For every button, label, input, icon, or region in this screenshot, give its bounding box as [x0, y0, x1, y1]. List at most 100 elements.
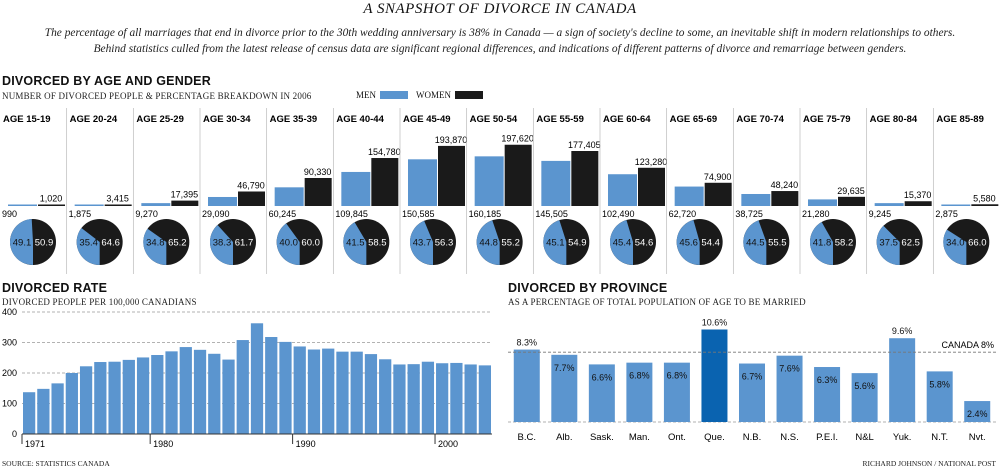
women-count-label: 90,330 — [304, 167, 332, 177]
women-count-label: 29,635 — [837, 186, 865, 196]
rate-bar — [293, 346, 306, 434]
province-value-label: 2.4% — [967, 409, 988, 419]
province-label: N.T. — [931, 432, 948, 443]
province-label: N.B. — [743, 432, 761, 443]
rate-x-tick-label: 2000 — [438, 439, 458, 449]
rate-bar — [151, 355, 164, 434]
pie-men-slice — [210, 224, 233, 265]
rate-bar — [65, 373, 78, 434]
men-count-label: 21,280 — [802, 209, 830, 219]
men-count-label: 990 — [2, 209, 17, 219]
men-bar — [808, 199, 837, 206]
women-count-label: 177,405 — [568, 140, 601, 150]
rate-bar — [464, 364, 477, 434]
age-group-label: AGE 60-64 — [603, 114, 651, 125]
pie-men-slice — [610, 219, 633, 265]
men-bar — [874, 203, 904, 206]
women-count-label: 15,370 — [904, 190, 932, 200]
women-bar — [971, 204, 999, 206]
rate-bar — [336, 351, 349, 434]
province-label: Que. — [704, 432, 725, 443]
pie-men-pct: 44.5 — [746, 238, 765, 249]
province-value-label: 6.3% — [817, 375, 838, 385]
pie-men-pct: 34.0 — [946, 238, 965, 249]
province-label: B.C. — [518, 432, 536, 443]
rate-y-tick: 200 — [2, 368, 17, 378]
province-bar — [551, 354, 578, 422]
canada-average-label: CANADA 8% — [941, 340, 994, 350]
rate-bar — [478, 365, 491, 434]
women-bar — [238, 191, 265, 206]
rate-bar — [265, 337, 278, 434]
women-count-label: 123,280 — [635, 157, 668, 167]
province-bar — [701, 329, 728, 422]
pie-men-pct: 45.1 — [546, 238, 565, 249]
pie-women-pct: 55.2 — [501, 238, 520, 249]
pie-men-pct: 34.8 — [146, 238, 165, 249]
province-label: Man. — [629, 432, 650, 443]
province-bar — [513, 349, 540, 422]
credit-note: RICHARD JOHNSON / NATIONAL POST — [862, 459, 996, 468]
pie-men-pct: 41.8 — [813, 238, 832, 249]
men-count-label: 160,185 — [469, 209, 502, 219]
pie-women-pct: 61.7 — [235, 238, 254, 249]
men-count-label: 29,090 — [202, 209, 230, 219]
women-bar — [571, 151, 599, 206]
age-group-label: AGE 55-59 — [536, 114, 584, 125]
men-count-label: 60,245 — [269, 209, 297, 219]
province-bar — [964, 401, 991, 422]
rate-bar — [79, 366, 93, 434]
pie-men-slice — [476, 220, 500, 265]
pie-men-slice — [409, 220, 433, 265]
province-bar — [889, 338, 916, 422]
province-bar — [588, 364, 615, 422]
men-bar — [674, 186, 704, 206]
rate-y-tick: 0 — [12, 429, 17, 439]
age-legend: MEN WOMEN — [356, 90, 483, 100]
pie-women-pct: 54.9 — [568, 238, 587, 249]
page-title: A SNAPSHOT OF DIVORCE IN CANADA — [363, 1, 637, 17]
women-bar — [838, 196, 865, 206]
rate-y-tick: 400 — [2, 307, 17, 317]
legend-men-swatch — [380, 91, 408, 99]
rate-bar — [165, 351, 178, 434]
province-bar — [926, 371, 953, 422]
pie-men-pct: 38.3 — [213, 238, 232, 249]
men-count-label: 102,490 — [602, 209, 635, 219]
women-count-label: 74,900 — [704, 172, 732, 182]
pie-men-slice — [743, 220, 767, 265]
rate-y-tick: 300 — [2, 338, 17, 348]
men-bar — [408, 159, 437, 206]
legend-men-label: MEN — [356, 90, 376, 100]
age-group-label: AGE 75-79 — [803, 114, 851, 125]
age-group-label: AGE 40-44 — [336, 114, 384, 125]
women-bar — [304, 177, 332, 206]
pie-women-pct: 58.2 — [835, 238, 854, 249]
men-bar — [74, 204, 104, 206]
rate-bar — [450, 362, 463, 434]
age-group-label: AGE 30-34 — [203, 114, 251, 125]
pie-women-pct: 64.6 — [101, 238, 120, 249]
age-group-label: AGE 15-19 — [3, 114, 51, 125]
age-section-subtitle: NUMBER OF DIVORCED PEOPLE & PERCENTAGE B… — [2, 91, 312, 101]
province-bar — [739, 363, 765, 422]
province-value-label: 6.6% — [592, 372, 613, 382]
women-bar — [904, 201, 932, 206]
age-group-label: AGE 65-69 — [670, 114, 718, 125]
pie-women-pct: 56.3 — [435, 238, 454, 249]
pie-men-slice — [76, 228, 100, 265]
men-count-label: 109,845 — [335, 209, 368, 219]
province-bar — [851, 373, 878, 422]
pie-men-slice — [9, 219, 33, 265]
men-count-label: 145,505 — [535, 209, 568, 219]
rate-bar — [136, 357, 150, 434]
rate-bar — [23, 392, 36, 434]
rate-bar — [307, 349, 321, 434]
women-bar — [38, 204, 65, 206]
age-group-label: AGE 50-54 — [470, 114, 518, 125]
age-group-label: AGE 45-49 — [403, 114, 451, 125]
age-group-label: AGE 80-84 — [870, 114, 918, 125]
rate-x-tick-label: 1971 — [25, 439, 45, 449]
men-bar — [608, 174, 637, 206]
age-section-title: DIVORCED BY AGE AND GENDER — [2, 74, 211, 88]
